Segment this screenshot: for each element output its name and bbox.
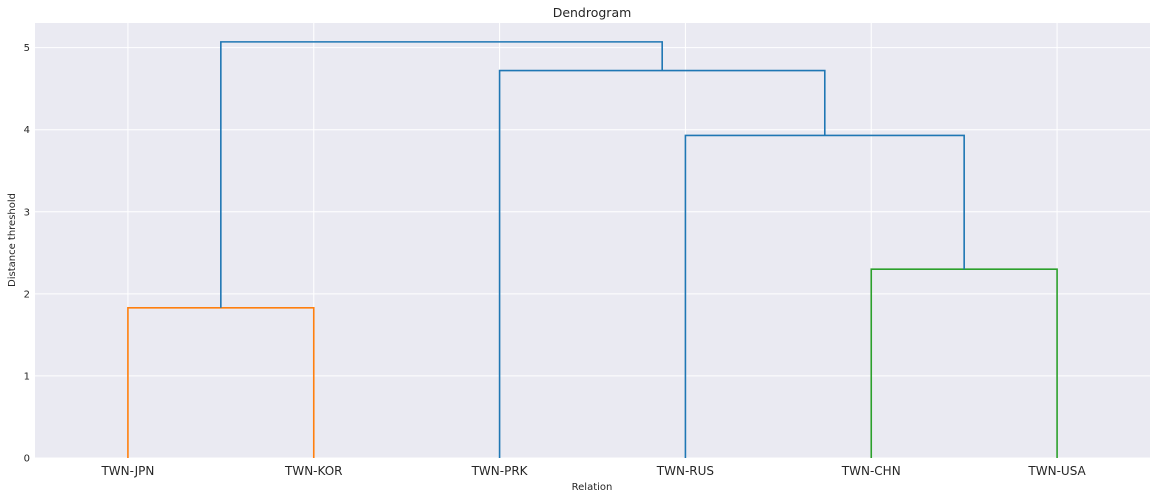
x-axis-label: Relation: [572, 482, 613, 493]
y-ticks: 0 1 2 3 4 5: [24, 43, 30, 464]
dendrogram-links: [127, 41, 1058, 458]
x-tick-label: TWN-PRK: [471, 464, 529, 478]
dendrogram-link: [498, 69, 826, 458]
y-tick-label: 3: [24, 207, 30, 218]
y-tick-label: 0: [24, 454, 30, 465]
y-axis-label: Distance threshold: [7, 193, 18, 287]
y-tick-label: 2: [24, 289, 30, 300]
x-ticks: TWN-JPN TWN-KOR TWN-PRK TWN-RUS TWN-CHN TWN-U…: [100, 464, 1086, 478]
chart-title: Dendrogram: [553, 5, 632, 20]
x-tick-label: TWN-CHN: [841, 464, 901, 478]
plot-area: [35, 23, 1150, 458]
y-tick-label: 5: [24, 43, 30, 54]
x-tick-label: TWN-USA: [1027, 464, 1086, 478]
y-tick-label: 4: [24, 125, 30, 136]
x-tick-label: TWN-KOR: [284, 464, 343, 478]
y-tick-label: 1: [24, 371, 30, 382]
dendrogram-link: [127, 307, 315, 458]
dendrogram-link: [220, 41, 663, 308]
x-tick-label: TWN-JPN: [100, 464, 154, 478]
x-tick-label: TWN-RUS: [656, 464, 714, 478]
